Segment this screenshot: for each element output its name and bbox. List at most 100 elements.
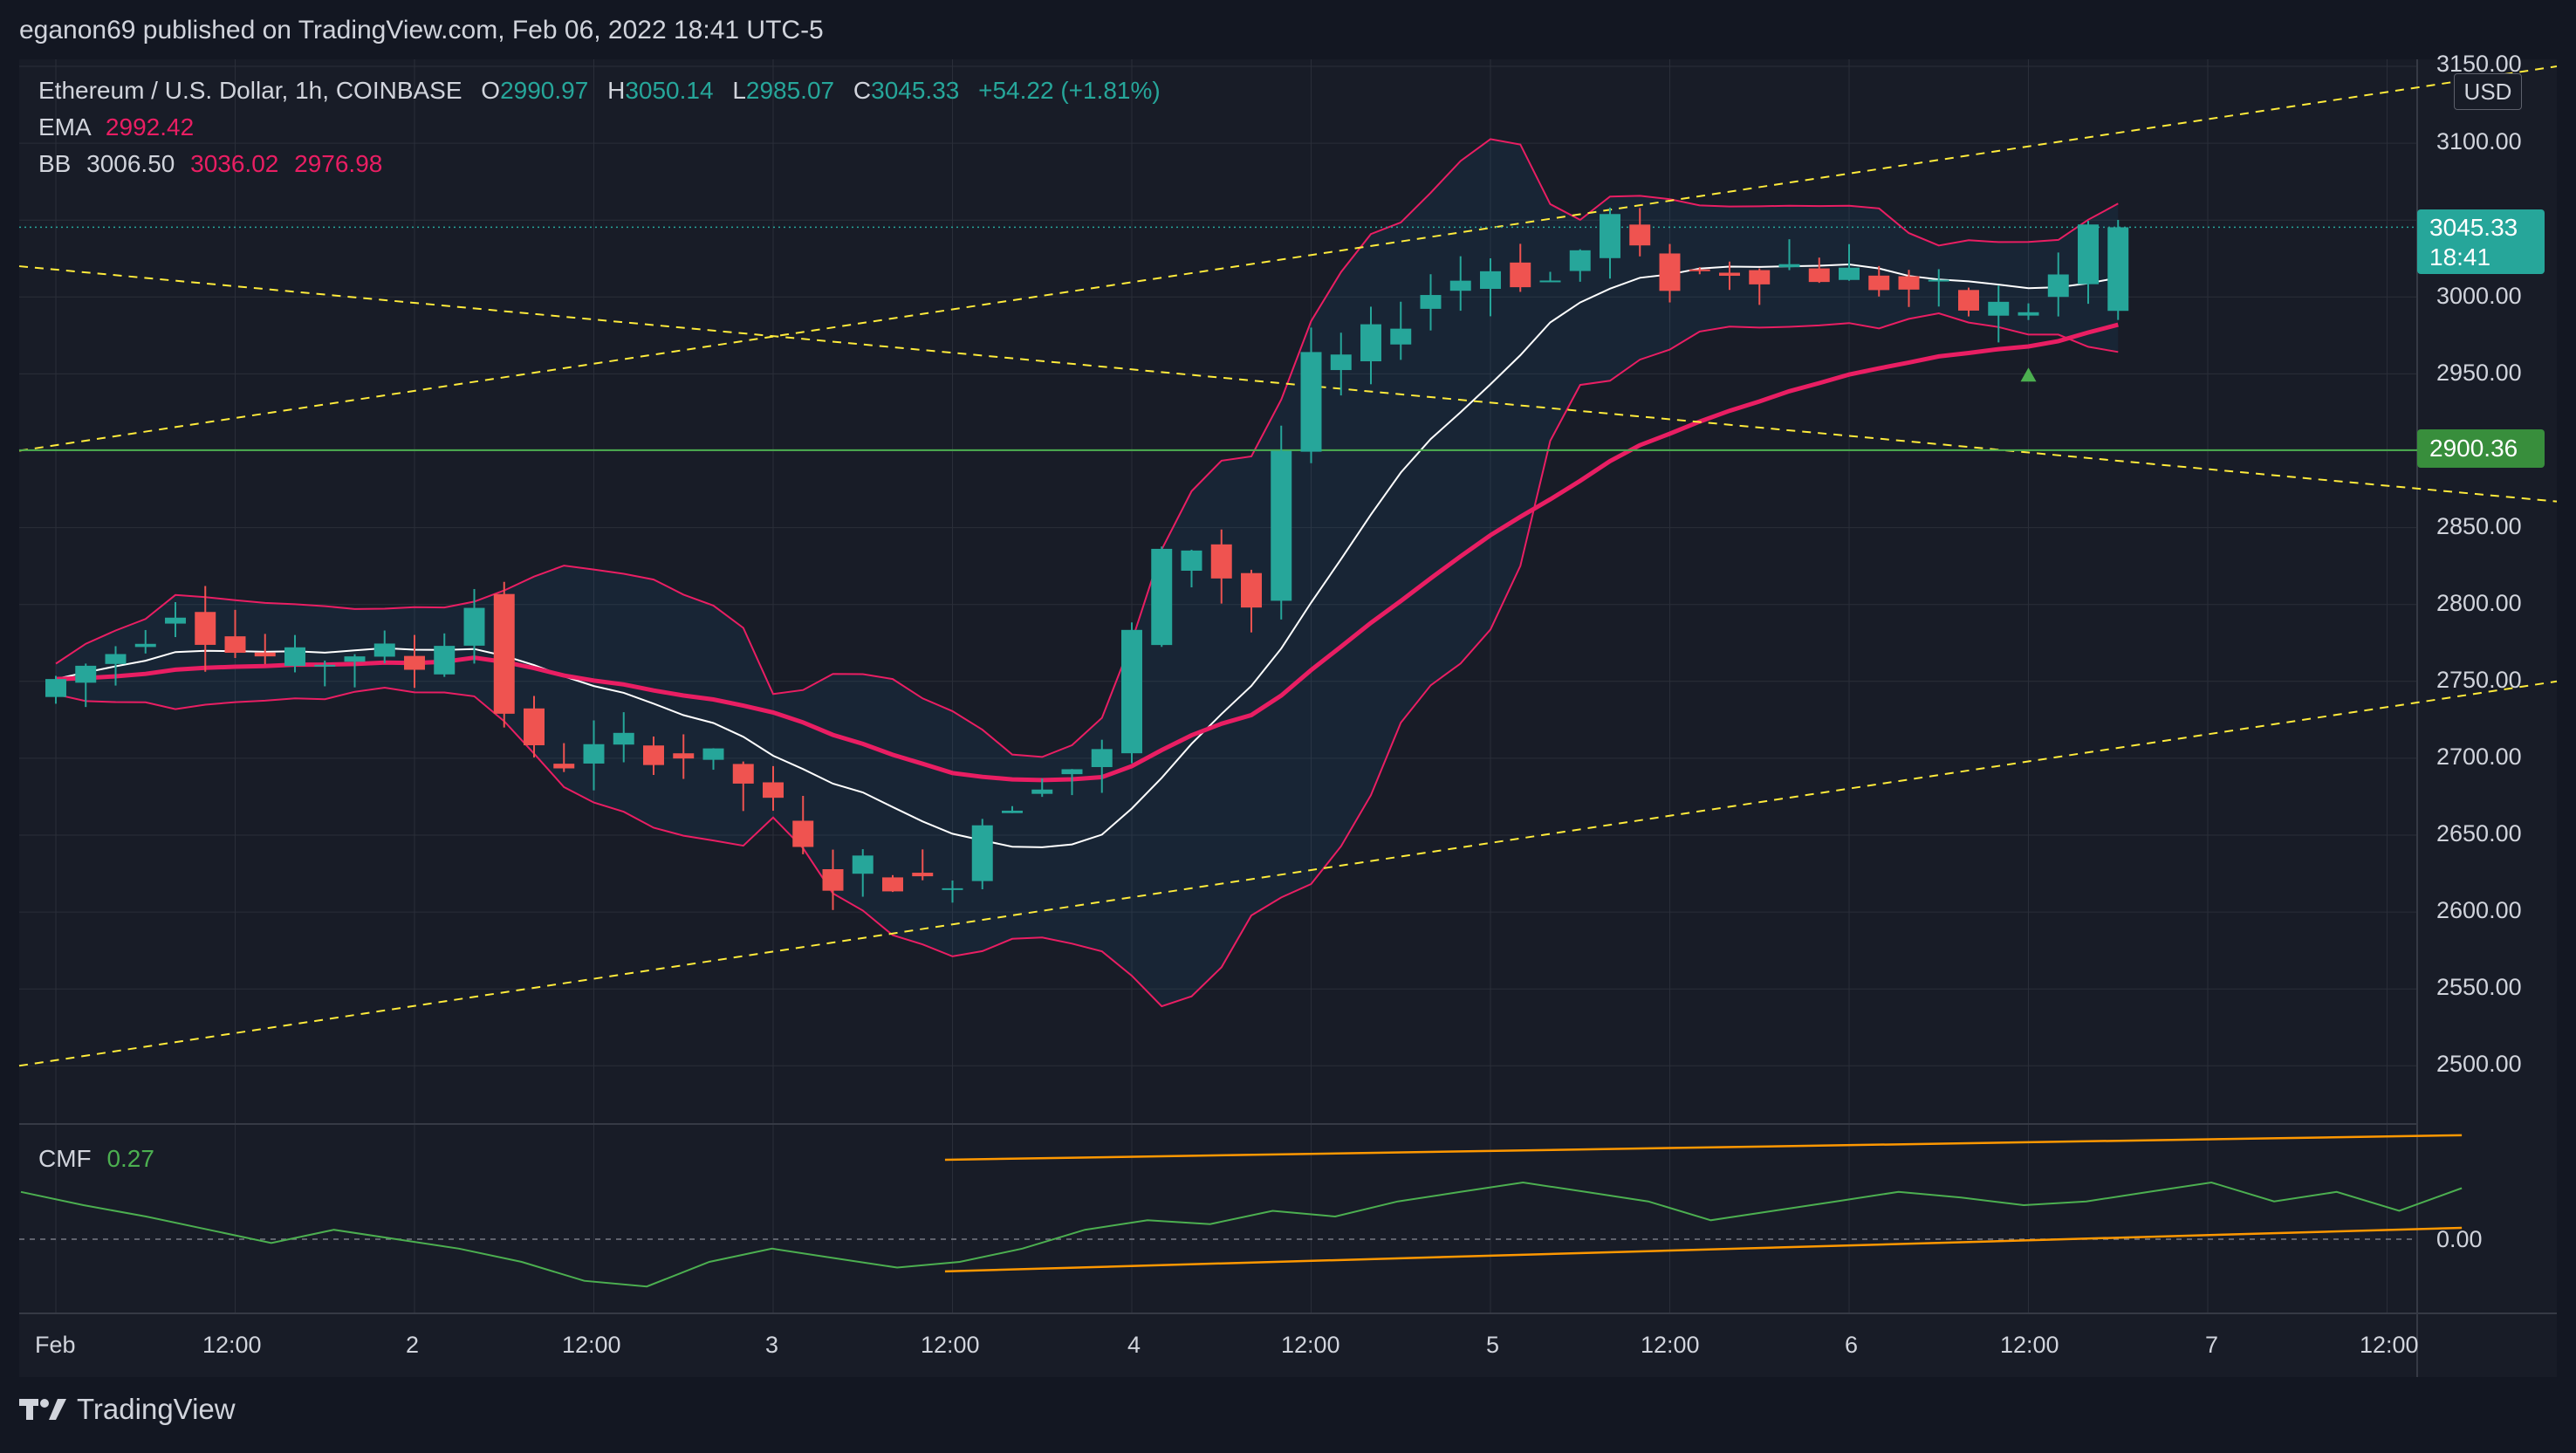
time-tick: 12:00 <box>2360 1332 2419 1358</box>
candle-body <box>2078 224 2099 284</box>
candle-body <box>1749 270 1771 284</box>
symbol-name: Ethereum / U.S. Dollar, 1h, COINBASE <box>38 77 462 104</box>
candle-body <box>583 744 605 764</box>
candle-body <box>165 617 186 624</box>
candle-body <box>1390 328 1412 345</box>
candle-body <box>1210 544 1232 579</box>
low-label: L <box>732 77 746 104</box>
time-tick: 7 <box>2205 1332 2219 1358</box>
candle-body <box>1241 572 1262 608</box>
bollinger-band-fill <box>56 139 2119 1007</box>
cmf-label: CMF <box>38 1145 92 1172</box>
candle-body <box>1958 290 1979 311</box>
candle-body <box>45 679 66 697</box>
candle-body <box>882 877 903 892</box>
candle-body <box>224 636 246 654</box>
trendline-lower <box>18 680 2558 1067</box>
time-tick: 4 <box>1127 1332 1141 1358</box>
candle-body <box>1868 275 1890 291</box>
candle-body <box>1928 279 1949 282</box>
cmf-channel-upper <box>944 1134 2463 1162</box>
time-tick: 12:00 <box>2000 1332 2059 1358</box>
candle-body <box>434 646 456 675</box>
bb-label: BB <box>38 150 72 177</box>
candle-body <box>1181 550 1202 572</box>
candle-body <box>643 745 664 765</box>
open-value: 2990.97 <box>500 77 589 104</box>
bb-lower-value: 2976.98 <box>294 150 383 177</box>
time-tick: 12:00 <box>562 1332 621 1358</box>
horizontal-line-price-tag[interactable]: 2900.36 <box>2417 429 2545 468</box>
price-tick: 3000.00 <box>2436 283 2522 309</box>
cmf-channel-lower <box>944 1226 2463 1273</box>
candle-body <box>1539 280 1561 283</box>
candle-body <box>553 764 575 769</box>
cmf-tick: 0.00 <box>2436 1226 2483 1252</box>
high-value: 3050.14 <box>625 77 714 104</box>
candle-body <box>852 855 874 874</box>
candle-body <box>1300 352 1322 452</box>
price-tick: 2600.00 <box>2436 897 2522 923</box>
close-label: C <box>853 77 872 104</box>
candle-body <box>1061 769 1083 775</box>
published-info: eganon69 published on TradingView.com, F… <box>19 16 824 45</box>
candle-body <box>463 607 485 646</box>
last-price-tag: 3045.33 18:41 <box>2417 209 2545 274</box>
price-tick: 2650.00 <box>2436 820 2522 846</box>
candle-body <box>971 825 993 881</box>
bollinger-basis-line <box>55 263 2119 848</box>
candle-body <box>1898 276 1920 290</box>
currency-label[interactable]: USD <box>2454 73 2522 110</box>
time-tick: 12:00 <box>1641 1332 1700 1358</box>
cmf-value: 0.27 <box>106 1145 154 1172</box>
time-tick: 12:00 <box>921 1332 980 1358</box>
trendline-descending <box>18 265 2558 503</box>
candle-body <box>344 656 366 662</box>
cmf-legend[interactable]: CMF 0.27 <box>38 1145 154 1173</box>
chart-frame <box>19 59 2557 1377</box>
price-tick: 2700.00 <box>2436 744 2522 770</box>
candle-body <box>105 654 127 664</box>
candle-body <box>2047 274 2069 298</box>
horizontal-line-price: 2900.36 <box>2429 435 2518 462</box>
price-tick: 3100.00 <box>2436 128 2522 154</box>
candle-body <box>942 888 963 890</box>
price-tick: 2850.00 <box>2436 513 2522 539</box>
candle-body <box>702 748 724 760</box>
candle-body <box>792 820 814 847</box>
low-value: 2985.07 <box>745 77 835 104</box>
candle-body <box>284 647 305 667</box>
candle-body <box>2107 227 2129 312</box>
candle-body <box>673 753 695 759</box>
candle-body <box>1808 268 1830 283</box>
ema-label: EMA <box>38 113 91 141</box>
ema-legend[interactable]: EMA 2992.42 <box>38 113 194 141</box>
price-tick: 2750.00 <box>2436 667 2522 693</box>
brand-name: TradingView <box>77 1393 236 1425</box>
time-tick: 5 <box>1486 1332 1500 1358</box>
trendline-upper <box>18 65 2558 452</box>
candle-body <box>1778 264 1800 268</box>
candle-body <box>1629 224 1651 246</box>
candle-body <box>1031 789 1053 794</box>
tradingview-brand[interactable]: TradingView <box>19 1393 236 1426</box>
candle-body <box>1510 262 1531 288</box>
candle-body <box>404 655 425 670</box>
candle-body <box>763 782 784 798</box>
candle-body <box>1839 267 1860 280</box>
candle-body <box>613 732 634 745</box>
candle-body <box>1569 250 1591 271</box>
candle-body <box>373 643 395 657</box>
candle-body <box>1121 629 1142 754</box>
open-label: O <box>481 77 501 104</box>
bb-legend[interactable]: BB 3006.50 3036.02 2976.98 <box>38 150 382 178</box>
time-tick: 12:00 <box>1281 1332 1340 1358</box>
ema-value: 2992.42 <box>105 113 195 141</box>
candle-body <box>822 869 844 891</box>
price-tick: 2800.00 <box>2436 590 2522 616</box>
price-tick: 2550.00 <box>2436 974 2522 1000</box>
bb-basis-value: 3006.50 <box>86 150 175 177</box>
candle-body <box>314 664 336 667</box>
price-tick: 3150.00 <box>2436 51 2522 77</box>
